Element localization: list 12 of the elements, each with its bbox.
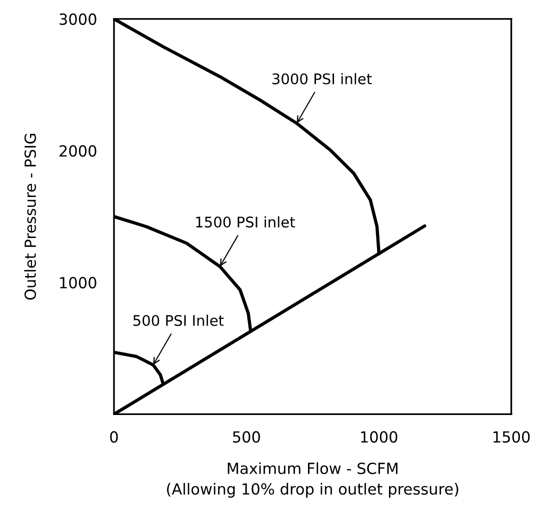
y-tick-label: 3000: [60, 13, 96, 25]
x-tick-label: 1500: [494, 431, 530, 443]
annotation: 3000 PSI inlet: [272, 73, 372, 84]
annotation: 1500 PSI inlet: [196, 216, 295, 228]
x-tick-label: 0: [110, 431, 118, 443]
x-axis-title: Maximum Flow - SCFM (Allowing 10% drop in outlet pressure): [167, 462, 458, 498]
annotation: 500 PSI Inlet: [133, 314, 224, 326]
x-tick-label: 500: [233, 431, 260, 443]
y-tick-label: 2000: [60, 145, 96, 157]
x-tick-label: 1000: [361, 431, 398, 443]
y-axis-title: Outlet Pressure - PSIG: [24, 134, 36, 300]
y-tick-label: 1000: [60, 276, 96, 288]
